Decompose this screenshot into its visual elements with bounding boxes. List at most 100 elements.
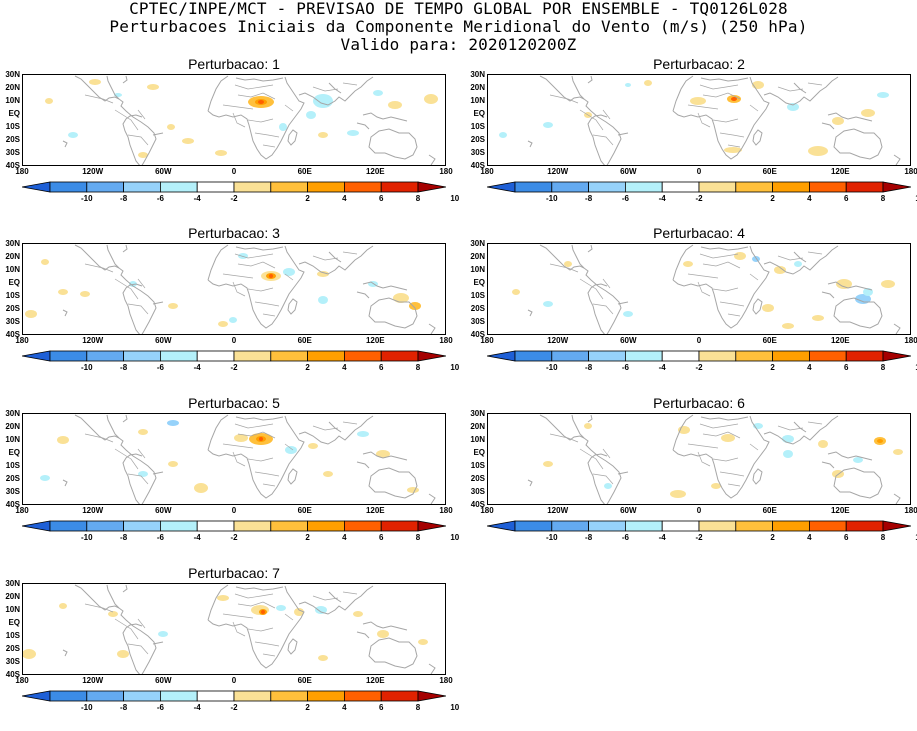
coastline <box>122 244 128 253</box>
coastline <box>368 128 418 160</box>
colorbar-segment <box>735 520 774 532</box>
negative-perturbation-contour <box>167 420 179 426</box>
longitude-tick-label: 180 <box>15 676 29 685</box>
longitude-tick-label: 180 <box>439 506 453 515</box>
latitude-tick-label: 10N <box>5 96 20 105</box>
colorbar-tick-label: -2 <box>230 533 238 542</box>
colorbar-segment <box>196 181 235 193</box>
positive-perturbation-contour <box>25 310 37 318</box>
coastline <box>62 649 68 657</box>
longitude-tick-label: 0 <box>231 676 237 685</box>
country-border <box>137 278 146 289</box>
map-svg <box>45 75 438 165</box>
latitude-tick-label: 20S <box>470 474 485 483</box>
colorbar <box>21 179 447 209</box>
coastline <box>672 244 694 281</box>
latitude-tick-label: 30N <box>5 70 20 79</box>
coastline <box>74 584 157 674</box>
coastline <box>152 641 164 645</box>
coastline <box>672 414 694 451</box>
map-svg <box>23 584 436 674</box>
positive-perturbation-contour <box>318 655 328 661</box>
colorbar-segment <box>661 350 700 362</box>
coastline <box>362 451 408 461</box>
colorbar-tick-label: 4 <box>807 533 812 542</box>
colorbar-min-arrow <box>486 350 516 362</box>
latitude-tick-label: 10N <box>470 435 485 444</box>
country-border <box>697 281 711 297</box>
positive-perturbation-contour <box>168 303 178 309</box>
country-border <box>222 443 254 449</box>
positive-perturbation-contour <box>782 323 794 329</box>
latitude-tick-label: 20N <box>5 252 20 261</box>
coastline <box>833 297 883 329</box>
latitude-tick-label: 20N <box>5 422 20 431</box>
positive-perturbation-contour <box>23 649 36 659</box>
colorbar <box>486 179 912 209</box>
country-border <box>247 627 274 632</box>
latitude-tick-label: 20S <box>5 644 20 653</box>
negative-perturbation-contour <box>347 130 359 136</box>
country-border <box>807 82 823 86</box>
latitude-tick-label: 10N <box>470 265 485 274</box>
positive-perturbation-contour <box>308 443 318 449</box>
coastline <box>298 585 374 615</box>
positive-perturbation-contour <box>808 146 828 156</box>
country-border <box>777 425 804 431</box>
positive-perturbation-contour <box>388 101 402 109</box>
colorbar-tick-label: 8 <box>880 363 886 372</box>
colorbar-tick-label: -8 <box>120 703 128 712</box>
coastline <box>122 283 143 334</box>
country-border <box>262 653 276 657</box>
country-border <box>702 92 741 100</box>
colorbar-max-arrow <box>417 520 447 532</box>
longitude-tick-label: 60W <box>620 506 637 515</box>
coastline <box>235 586 284 591</box>
colorbar-tick-label: -2 <box>695 363 703 372</box>
coastline <box>62 309 68 317</box>
negative-perturbation-contour <box>306 111 316 119</box>
coastline <box>587 114 608 165</box>
colorbar-tick-label: 6 <box>843 533 849 542</box>
country-border <box>247 457 274 462</box>
latitude-tick-label: 10N <box>5 435 20 444</box>
colorbar-tick-label: -10 <box>81 363 93 372</box>
colorbar-segment <box>270 181 309 193</box>
colorbar-segment <box>624 520 663 532</box>
coastline <box>235 77 284 82</box>
colorbar-tick-label: -2 <box>695 194 703 203</box>
coastline <box>428 323 436 334</box>
coastline <box>287 638 298 655</box>
positive-perturbation-contour <box>424 94 438 104</box>
coastline <box>587 75 593 84</box>
longitude-tick-label: 120E <box>830 336 850 345</box>
colorbar-tick-label: -10 <box>81 703 93 712</box>
colorbar-segment <box>624 350 663 362</box>
colorbar-tick-label: -8 <box>120 533 128 542</box>
colorbar-segment <box>588 181 626 193</box>
coastline <box>672 75 694 112</box>
coastline <box>298 245 374 275</box>
colorbar-tick-label: 2 <box>305 703 310 712</box>
negative-perturbation-contour <box>276 605 286 611</box>
country-border <box>247 118 274 123</box>
positive-perturbation-contour <box>377 630 389 638</box>
colorbar-segment <box>159 350 198 362</box>
colorbar-segment <box>307 690 345 702</box>
country-border <box>602 448 611 459</box>
coastline <box>356 291 370 299</box>
negative-perturbation-contour <box>604 483 612 489</box>
longitude-tick-label: 60E <box>297 506 312 515</box>
colorbar-segment <box>845 520 884 532</box>
positive-perturbation-contour <box>690 97 706 105</box>
colorbar-segment <box>551 520 590 532</box>
latitude-tick-label: EQ <box>473 278 485 287</box>
latitude-tick-label: 40S <box>5 670 20 679</box>
colorbar-tick-label: 2 <box>305 194 310 203</box>
colorbar-segment <box>514 350 553 362</box>
colorbar-tick-label: 6 <box>843 194 849 203</box>
country-border <box>237 92 276 100</box>
coastline <box>827 281 873 291</box>
country-border <box>549 433 579 443</box>
coastline <box>207 245 305 329</box>
